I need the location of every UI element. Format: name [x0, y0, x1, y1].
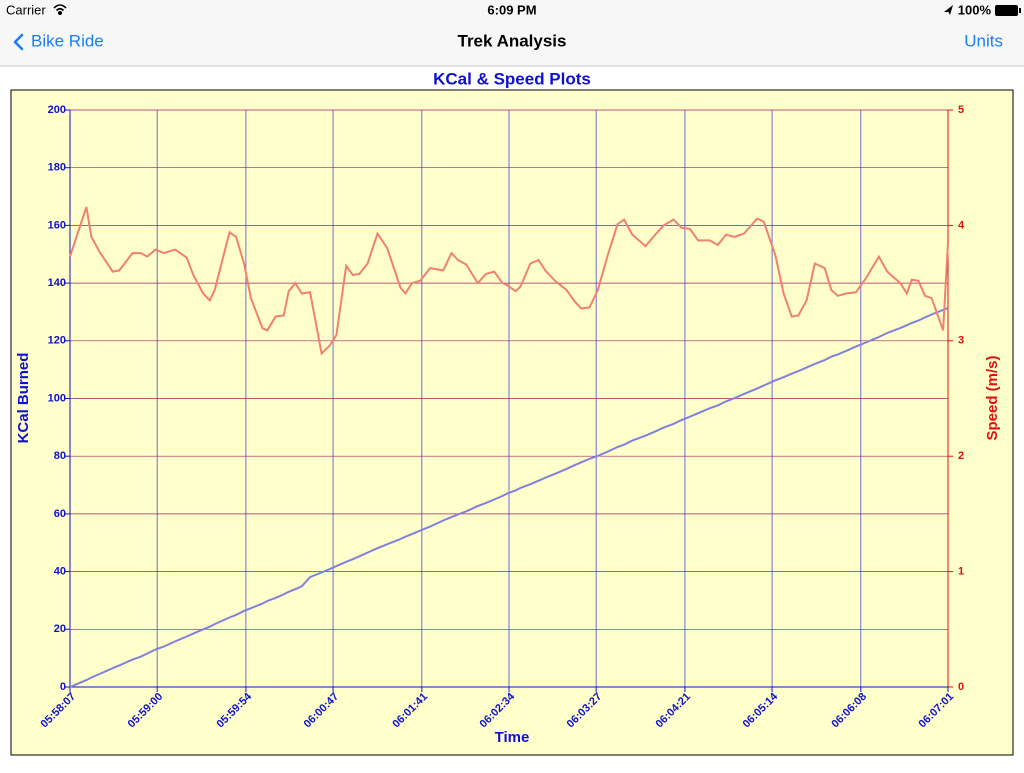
series-line [69, 206, 949, 356]
clock: 6:09 PM [487, 2, 536, 17]
y-tick-label: 80 [54, 450, 66, 462]
y-tick-label: 100 [48, 392, 66, 404]
y2-axis-label: Speed (m/s) [984, 355, 1001, 440]
y-tick-label: 40 [54, 566, 66, 578]
battery-percent: 100% [958, 2, 992, 17]
top-bar [0, 0, 1024, 66]
back-chevron[interactable] [13, 33, 24, 51]
y2-tick-label: 0 [958, 681, 964, 693]
back-button[interactable]: Bike Ride [31, 31, 104, 50]
y-tick-label: 0 [60, 681, 66, 693]
wifi-icon [53, 4, 67, 16]
y2-tick-label: 4 [958, 219, 965, 231]
y-tick-label: 20 [54, 623, 66, 635]
y2-tick-label: 2 [958, 450, 964, 462]
nav-title: Trek Analysis [458, 31, 567, 50]
y-tick-label: 120 [48, 335, 66, 347]
y-tick-label: 200 [48, 104, 66, 116]
battery-icon [995, 5, 1021, 16]
y-tick-label: 60 [54, 508, 66, 520]
x-axis-label: Time [495, 729, 530, 746]
y-axis-label: KCal Burned [15, 353, 32, 444]
units-button[interactable]: Units [964, 31, 1003, 50]
y2-tick-label: 1 [958, 566, 964, 578]
y-tick-label: 180 [48, 162, 66, 174]
series-line [69, 306, 949, 688]
chart-frame [10, 89, 1014, 756]
y2-tick-label: 3 [958, 335, 964, 347]
chart-title: KCal & Speed Plots [433, 69, 591, 88]
y-tick-label: 140 [48, 277, 66, 289]
y-tick-label: 160 [48, 219, 66, 231]
y2-tick-label: 5 [958, 104, 964, 116]
carrier: Carrier [6, 2, 46, 17]
location-icon [944, 5, 953, 15]
